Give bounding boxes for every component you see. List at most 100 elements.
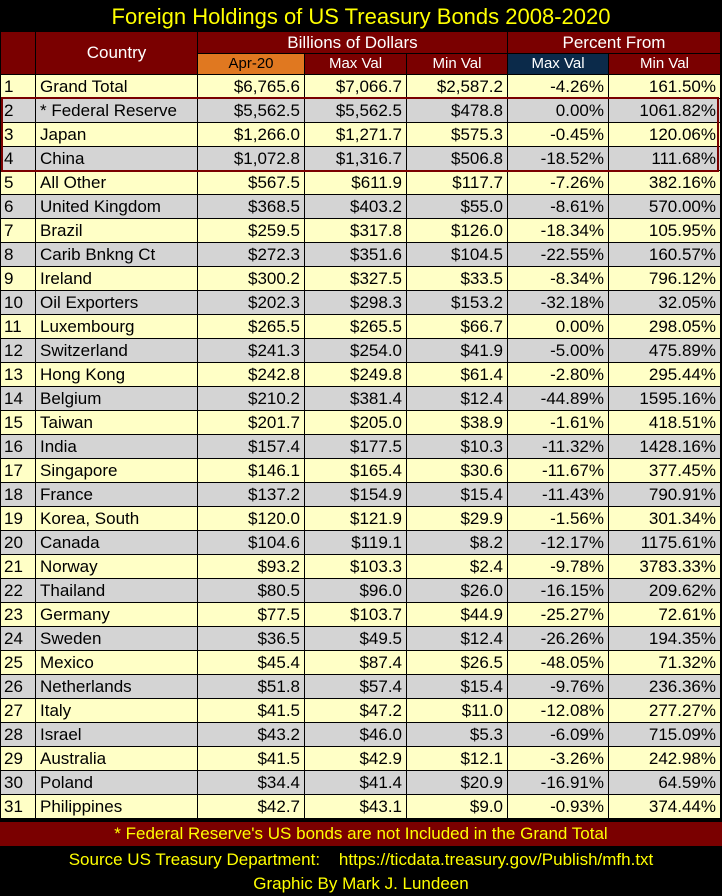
- table-cell: -0.93%: [508, 795, 608, 818]
- row-country: Israel: [36, 723, 197, 746]
- row-index: 6: [1, 195, 35, 218]
- table-cell: -16.15%: [508, 579, 608, 602]
- table-cell: $202.3: [198, 291, 304, 314]
- table-cell: $41.5: [198, 747, 304, 770]
- table-cell: $36.5: [198, 627, 304, 650]
- row-index: 28: [1, 723, 35, 746]
- row-index: 13: [1, 363, 35, 386]
- row-index: 19: [1, 507, 35, 530]
- table-cell: -8.61%: [508, 195, 608, 218]
- subheader-min-percent: Min Val: [609, 54, 720, 74]
- table-cell: $104.6: [198, 531, 304, 554]
- row-country: Philippines: [36, 795, 197, 818]
- table-cell: $41.9: [407, 339, 507, 362]
- row-country: Australia: [36, 747, 197, 770]
- row-index: 14: [1, 387, 35, 410]
- row-index: 17: [1, 459, 35, 482]
- table-cell: $567.5: [198, 171, 304, 194]
- table-cell: $265.5: [305, 315, 406, 338]
- table-cell: $20.9: [407, 771, 507, 794]
- table-cell: $611.9: [305, 171, 406, 194]
- table-cell: -5.00%: [508, 339, 608, 362]
- row-country: Germany: [36, 603, 197, 626]
- table-cell: $12.4: [407, 387, 507, 410]
- table-cell: -3.26%: [508, 747, 608, 770]
- row-index: 5: [1, 171, 35, 194]
- row-index: 10: [1, 291, 35, 314]
- table-cell: $46.0: [305, 723, 406, 746]
- table-cell: $506.8: [407, 147, 507, 170]
- table-cell: $30.6: [407, 459, 507, 482]
- table-cell: 160.57%: [609, 243, 720, 266]
- table-cell: $57.4: [305, 675, 406, 698]
- table-cell: 0.00%: [508, 315, 608, 338]
- row-country: Taiwan: [36, 411, 197, 434]
- table-cell: -48.05%: [508, 651, 608, 674]
- table-cell: $1,316.7: [305, 147, 406, 170]
- row-country: All Other: [36, 171, 197, 194]
- table-cell: $201.7: [198, 411, 304, 434]
- table-cell: $12.1: [407, 747, 507, 770]
- table-cell: -22.55%: [508, 243, 608, 266]
- footnote: * Federal Reserve's US bonds are not Inc…: [0, 822, 722, 846]
- row-country: Grand Total: [36, 75, 197, 98]
- subheader-min-dollars: Min Val: [407, 54, 507, 74]
- table-cell: -1.56%: [508, 507, 608, 530]
- table-cell: $103.7: [305, 603, 406, 626]
- table-cell: 1061.82%: [609, 99, 720, 122]
- row-index: 18: [1, 483, 35, 506]
- table-cell: -9.76%: [508, 675, 608, 698]
- table-cell: $61.4: [407, 363, 507, 386]
- table-cell: $120.0: [198, 507, 304, 530]
- row-index: 22: [1, 579, 35, 602]
- table-cell: $2.4: [407, 555, 507, 578]
- row-country: Carib Bnkng Ct: [36, 243, 197, 266]
- row-index: 3: [1, 123, 35, 146]
- subheader-apr20: Apr-20: [198, 54, 304, 74]
- row-country: Korea, South: [36, 507, 197, 530]
- table-cell: $242.8: [198, 363, 304, 386]
- table-cell: -25.27%: [508, 603, 608, 626]
- table-cell: -16.91%: [508, 771, 608, 794]
- row-country: India: [36, 435, 197, 458]
- table-cell: 64.59%: [609, 771, 720, 794]
- table-cell: 72.61%: [609, 603, 720, 626]
- table-cell: $5,562.5: [305, 99, 406, 122]
- table-cell: $249.8: [305, 363, 406, 386]
- table-cell: $403.2: [305, 195, 406, 218]
- row-index: 11: [1, 315, 35, 338]
- table-cell: -0.45%: [508, 123, 608, 146]
- row-index: 24: [1, 627, 35, 650]
- row-country: Mexico: [36, 651, 197, 674]
- table-cell: $33.5: [407, 267, 507, 290]
- table-cell: 295.44%: [609, 363, 720, 386]
- row-country: China: [36, 147, 197, 170]
- header-percent: Percent From: [508, 32, 720, 53]
- table-cell: $177.5: [305, 435, 406, 458]
- table-cell: $93.2: [198, 555, 304, 578]
- subheader-max-dollars: Max Val: [305, 54, 406, 74]
- table-cell: 796.12%: [609, 267, 720, 290]
- table-cell: $368.5: [198, 195, 304, 218]
- table-cell: $26.5: [407, 651, 507, 674]
- table-cell: $103.3: [305, 555, 406, 578]
- table-cell: -1.61%: [508, 411, 608, 434]
- table-cell: -18.52%: [508, 147, 608, 170]
- row-country: * Federal Reserve: [36, 99, 197, 122]
- table-cell: $104.5: [407, 243, 507, 266]
- table-cell: -11.43%: [508, 483, 608, 506]
- table-cell: $117.7: [407, 171, 507, 194]
- table-cell: 1595.16%: [609, 387, 720, 410]
- header-billions: Billions of Dollars: [198, 32, 507, 53]
- row-index: 9: [1, 267, 35, 290]
- table-cell: $254.0: [305, 339, 406, 362]
- row-country: Oil Exporters: [36, 291, 197, 314]
- table-cell: $7,066.7: [305, 75, 406, 98]
- table-cell: $41.5: [198, 699, 304, 722]
- row-index: 31: [1, 795, 35, 818]
- table-cell: 3783.33%: [609, 555, 720, 578]
- table-cell: $119.1: [305, 531, 406, 554]
- table-cell: $241.3: [198, 339, 304, 362]
- table-cell: $66.7: [407, 315, 507, 338]
- table-cell: $41.4: [305, 771, 406, 794]
